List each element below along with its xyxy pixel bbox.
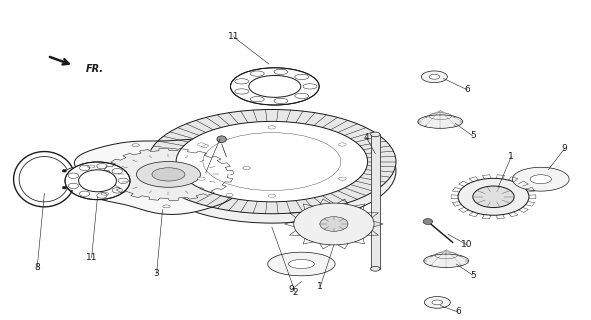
Ellipse shape [339,143,346,146]
Text: 2: 2 [293,288,298,297]
Ellipse shape [424,254,469,268]
Ellipse shape [429,75,440,79]
Ellipse shape [339,177,346,180]
Ellipse shape [371,267,380,271]
Text: 11: 11 [228,32,239,41]
Ellipse shape [268,194,275,197]
Ellipse shape [288,260,314,268]
Text: 6: 6 [464,85,470,94]
Ellipse shape [197,177,205,180]
Ellipse shape [424,297,450,308]
Ellipse shape [268,126,275,129]
Ellipse shape [226,194,233,196]
Ellipse shape [512,167,569,191]
Text: FR.: FR. [86,64,103,74]
Ellipse shape [432,300,443,305]
Text: 9: 9 [561,144,567,153]
Text: 5: 5 [470,271,476,280]
Ellipse shape [421,71,447,83]
Ellipse shape [268,252,335,276]
Ellipse shape [320,217,348,231]
Ellipse shape [197,143,205,146]
Ellipse shape [62,186,67,189]
Ellipse shape [201,144,209,148]
Ellipse shape [176,121,368,202]
Text: 1: 1 [508,152,514,161]
Ellipse shape [65,162,130,200]
Ellipse shape [530,175,551,184]
Ellipse shape [458,178,529,215]
Ellipse shape [79,170,116,192]
Text: 1: 1 [317,282,323,291]
Ellipse shape [132,144,139,147]
Ellipse shape [473,186,514,208]
Ellipse shape [148,109,396,214]
Text: 9: 9 [288,285,294,294]
Ellipse shape [371,132,380,137]
Text: 7: 7 [203,168,209,177]
Ellipse shape [152,168,185,181]
Text: 6: 6 [455,308,461,316]
Text: 4: 4 [363,133,369,142]
Polygon shape [103,148,233,201]
Bar [371,134,380,269]
Ellipse shape [148,119,396,223]
Ellipse shape [230,68,319,105]
Ellipse shape [163,205,170,208]
Text: 5: 5 [470,132,476,140]
Text: 10: 10 [461,240,473,249]
Ellipse shape [243,167,250,170]
Text: 8: 8 [34,263,40,272]
Ellipse shape [249,76,301,97]
Ellipse shape [137,162,200,187]
Ellipse shape [87,165,95,168]
Ellipse shape [101,192,109,195]
Text: 3: 3 [154,269,160,278]
Ellipse shape [294,203,374,245]
Ellipse shape [418,115,463,128]
Text: 11: 11 [86,253,98,262]
Ellipse shape [217,136,226,142]
Polygon shape [74,139,267,214]
Ellipse shape [423,219,433,225]
Ellipse shape [62,169,67,172]
